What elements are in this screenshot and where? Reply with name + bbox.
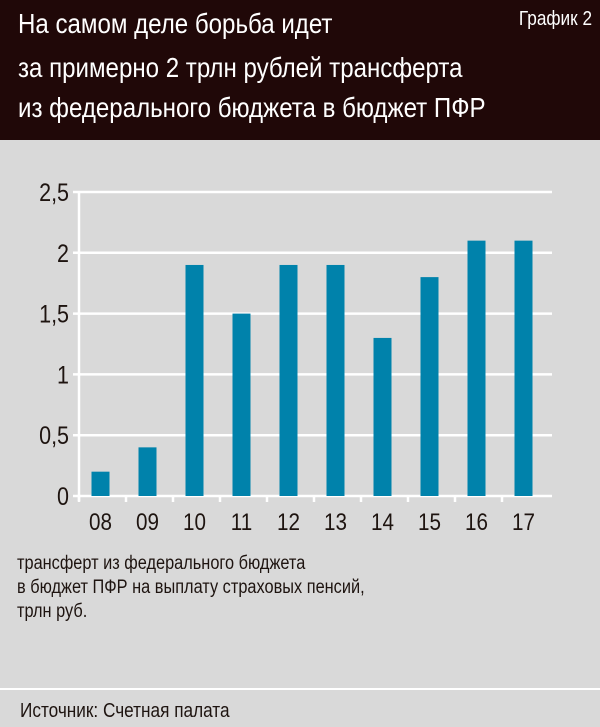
x-tick-label: 13 xyxy=(324,509,347,536)
y-tick-label: 1,5 xyxy=(39,300,69,328)
caption-line-1: трансферт из федерального бюджета xyxy=(17,553,306,574)
bar-chart: 0 0,5 1 1,5 2 2,5 08 09 10 11 12 13 14 15 16 17 xyxy=(39,178,552,536)
title-line-3: из федерального бюджета в бюджет ПФР xyxy=(18,92,486,123)
x-tick-label: 14 xyxy=(371,509,394,536)
y-tick-label: 1 xyxy=(57,361,69,389)
x-tick-label: 08 xyxy=(89,509,112,536)
y-tick-label: 2 xyxy=(57,239,69,267)
caption-line-2: в бюджет ПФР на выплату страховых пенсий… xyxy=(17,577,365,598)
caption-line-3: трлн руб. xyxy=(17,601,88,622)
bar-08 xyxy=(91,471,110,496)
x-tick-label: 17 xyxy=(512,509,535,536)
y-tick-label: 0,5 xyxy=(39,422,69,450)
bar-13 xyxy=(326,264,345,496)
x-tick-label: 15 xyxy=(418,509,441,536)
bar-11 xyxy=(232,313,251,496)
bar-17 xyxy=(514,240,533,496)
chart-caption: трансферт из федерального бюджета в бюдж… xyxy=(17,552,365,624)
title-line-1: На самом деле борьба идет xyxy=(18,8,333,39)
source-note: Источник: Счетная палата xyxy=(20,700,230,722)
chart-number-tag: График 2 xyxy=(518,8,592,30)
divider xyxy=(0,688,600,690)
x-tick-label: 16 xyxy=(465,509,488,536)
bar-15 xyxy=(420,277,439,496)
header: На самом деле борьба идет за примерно 2 … xyxy=(0,0,600,140)
x-tick-label: 10 xyxy=(183,509,206,536)
bar-14 xyxy=(373,337,392,496)
y-tick-label: 2,5 xyxy=(39,178,69,206)
x-tick-label: 12 xyxy=(277,509,300,536)
y-tick-label: 0 xyxy=(57,482,69,510)
title-line-2: за примерно 2 трлн рублей трансферта xyxy=(18,52,463,83)
bar-10 xyxy=(185,264,204,496)
x-tick-label: 09 xyxy=(136,509,159,536)
x-tick-label: 11 xyxy=(231,509,252,536)
bar-16 xyxy=(467,240,486,496)
bar-12 xyxy=(279,264,298,496)
bar-09 xyxy=(138,447,157,496)
